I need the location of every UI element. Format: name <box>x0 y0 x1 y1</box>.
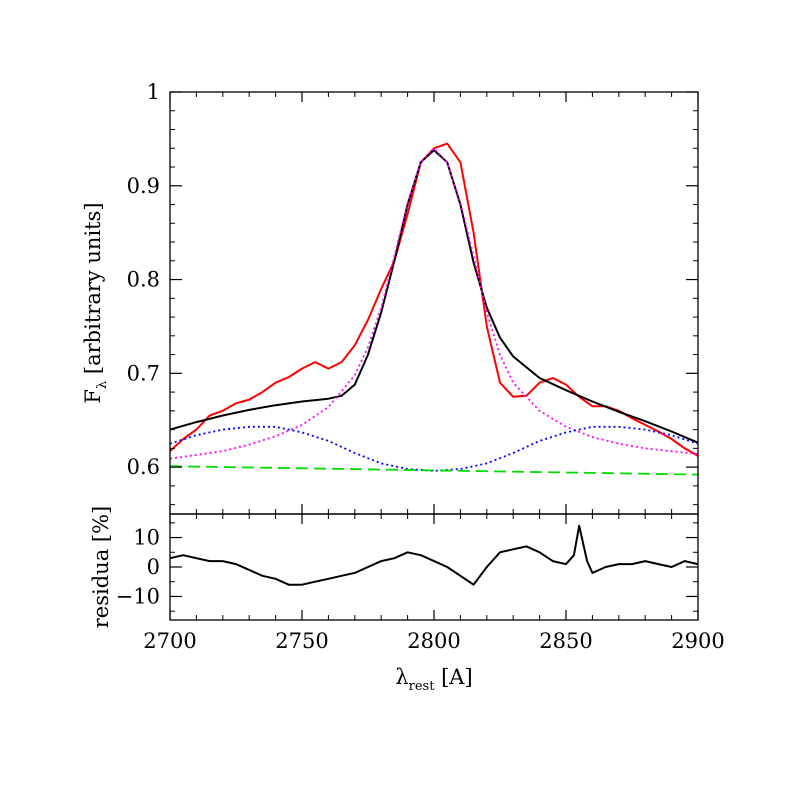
spectrum-series-group <box>169 142 699 476</box>
x-tick-label: 2800 <box>407 629 460 653</box>
spectrum-panel-frame <box>169 91 699 515</box>
spectrum-series-4-line <box>169 465 699 476</box>
x-tick-label: 2750 <box>275 629 328 653</box>
x-tick-label: 2900 <box>671 629 724 653</box>
spectrum-series-1-line <box>169 149 699 444</box>
residuals-y-tick-label: −10 <box>116 584 160 608</box>
residuals-panel-frame <box>169 513 699 621</box>
spectrum-y-tick-label: 0.6 <box>127 455 160 479</box>
x-tick-label: 2850 <box>539 629 592 653</box>
spectrum-y-tick-label: 0.8 <box>127 268 160 292</box>
spectrum-y-tick-labels: 0.6 0.7 0.8 0.9 1 <box>127 80 160 479</box>
x-tick-label: 2700 <box>143 629 196 653</box>
residuals-ticks <box>169 514 699 620</box>
residuals-series-0-line <box>169 524 699 586</box>
spectrum-y-axis-label: Fλ [arbitrary units] <box>81 202 110 403</box>
spectrum-y-tick-label: 0.9 <box>127 174 160 198</box>
spectrum-y-tick-label: 1 <box>147 80 160 104</box>
residuals-y-tick-label: 10 <box>133 526 160 550</box>
spectrum-ticks <box>169 91 699 514</box>
spectrum-y-tick-label: 0.7 <box>127 361 160 385</box>
residuals-y-tick-labels: −10 0 10 <box>116 526 160 609</box>
residuals-series-group <box>169 524 699 586</box>
spectrum-series-2-line <box>169 147 699 460</box>
residuals-y-tick-label: 0 <box>147 555 160 579</box>
x-tick-labels: 2700 2750 2800 2850 2900 <box>143 629 724 653</box>
spectrum-panel: 0.6 0.7 0.8 0.9 1 Fλ [arbitrary units] <box>81 80 699 515</box>
x-axis-label: λrest [A] <box>395 665 472 694</box>
spectrum-series-3-line <box>169 425 699 472</box>
residuals-y-axis-label: residua [%] <box>89 506 113 628</box>
